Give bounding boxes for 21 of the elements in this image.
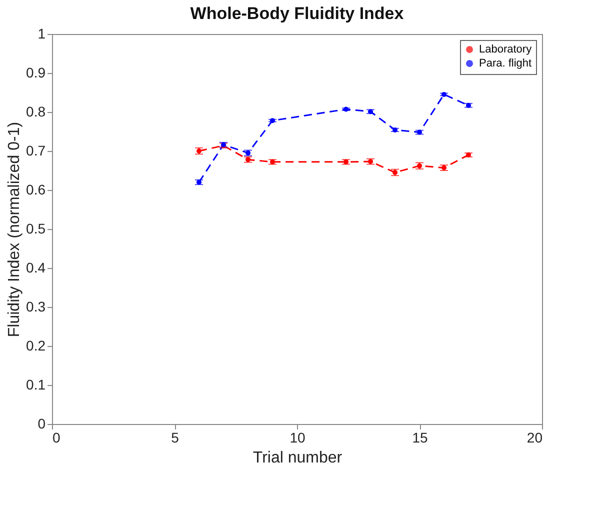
y-tick-label: 0.3 [26,298,46,314]
y-axis-title: Fluidity Index (normalized 0-1) [6,122,24,338]
y-tick-label: 0.2 [26,338,46,354]
y-tick-label: 0.8 [26,104,46,120]
x-tick-label: 10 [290,430,306,446]
y-tick-label: 0.5 [26,220,46,236]
y-tick-label: 0.1 [26,376,46,392]
x-axis-title: Trial number [252,450,343,466]
y-tick-label: 0.4 [26,260,46,276]
y-tick-label: 0.9 [26,64,46,80]
legend-label: Para. flight [479,58,532,70]
y-tick-label: 0.6 [26,182,46,198]
x-tick-label: 0 [52,430,60,446]
chart-title: Whole-Body Fluidity Index [190,4,404,23]
y-tick-label: 0 [38,416,46,432]
legend-label: Laboratory [479,44,532,56]
x-tick-label: 5 [171,430,180,446]
y-tick-label: 1 [38,26,46,42]
y-tick-label: 0.7 [26,142,46,158]
x-tick-label: 15 [412,430,428,446]
x-tick-label: 20 [526,430,543,446]
